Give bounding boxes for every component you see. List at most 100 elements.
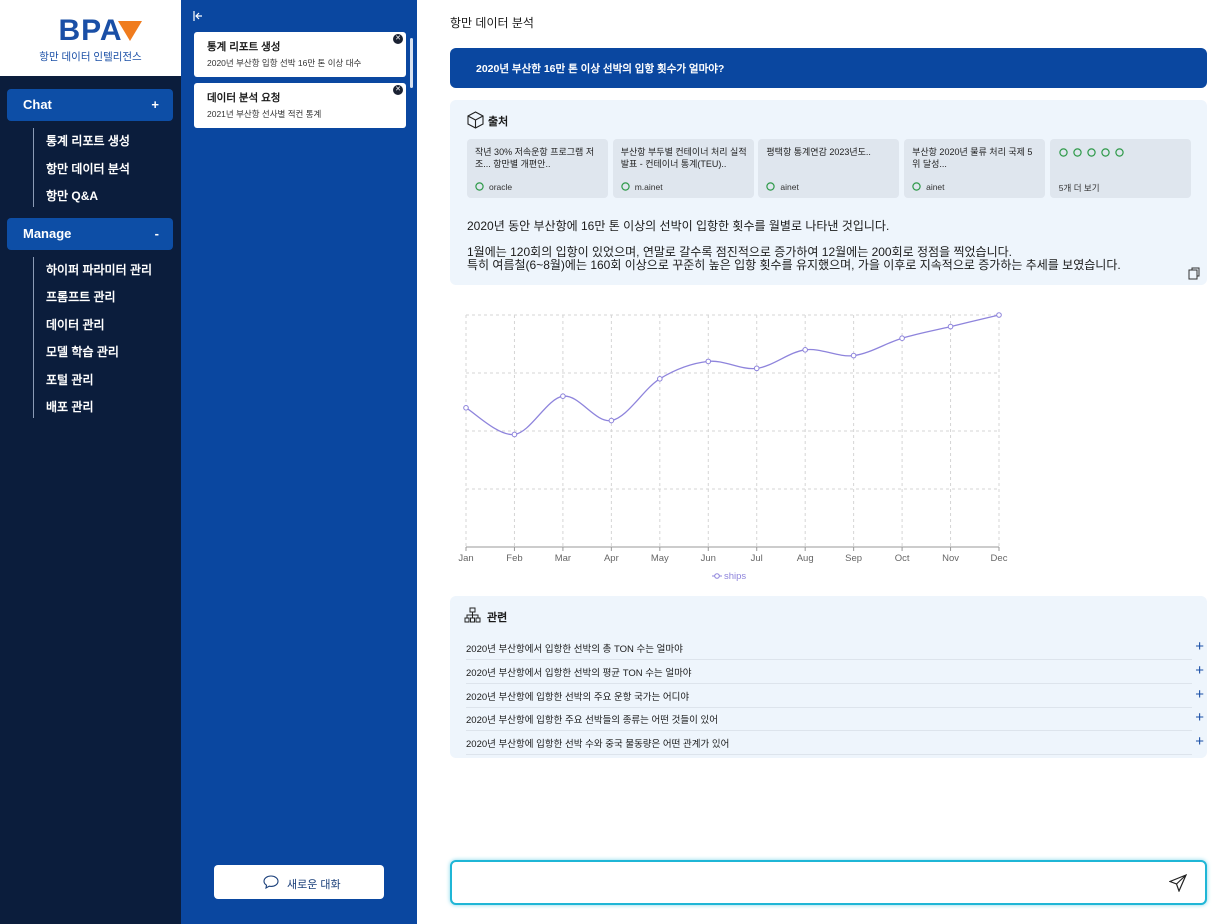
legend-label: ships [724, 571, 746, 582]
data-point [560, 393, 566, 399]
related-item[interactable]: 2020년 부산항에서 입항한 선박의 평균 TON 수는 얼마야 + [466, 660, 1204, 684]
data-point [899, 335, 905, 342]
history-close[interactable]: ✕ [393, 85, 403, 95]
source-card[interactable]: 평택항 통계연감 2023년도.. ainet [758, 139, 900, 198]
nav-item[interactable]: 모델 학습 관리 [46, 345, 119, 359]
x-tick-label: Sep [845, 553, 862, 564]
source-site-icon [620, 182, 630, 193]
related-plus[interactable]: + [1195, 685, 1204, 703]
new-chat-button[interactable]: 새로운 대화 [214, 865, 384, 899]
related-plus[interactable]: + [1195, 733, 1204, 751]
x-tick-label: Jul [751, 553, 763, 564]
data-point [463, 405, 469, 411]
nav-item[interactable]: 항만 Q&A [46, 189, 99, 203]
sources-title: 출처 [488, 116, 509, 128]
scrollbar [410, 38, 413, 88]
new-chat-label: 새로운 대화 [287, 879, 341, 891]
x-tick-label: Jun [701, 553, 716, 564]
source-site-icon [475, 182, 484, 193]
more-sources[interactable]: 5개 더 보기 [1049, 139, 1191, 198]
x-tick-label: Nov [942, 553, 959, 564]
data-point [511, 431, 518, 438]
source-site: oracle [489, 182, 513, 192]
series-line [465, 314, 1000, 436]
data-point [947, 323, 954, 330]
data-point [705, 358, 712, 365]
x-tick-label: Dec [991, 553, 1008, 564]
site-icon [912, 182, 921, 191]
related-item[interactable]: 2020년 부산항에 입항한 선박의 주요 운항 국가는 어디야 + [466, 684, 1204, 708]
answer-card: 출처 2020년 동안 부산항에 16만 톤 이상의 선박이 입항한 횟수를 월… [450, 100, 1207, 285]
x-tick-label: Mar [555, 553, 571, 564]
collapse-icon[interactable] [192, 10, 204, 22]
nav-item[interactable]: 하이퍼 파라미터 관리 [46, 262, 153, 277]
nav-item[interactable]: 데이터 관리 [46, 317, 105, 332]
related-text: 2020년 부산항에서 입항한 선박의 평균 TON 수는 얼마야 [466, 667, 692, 679]
history-card[interactable]: 데이터 분석 요청 2021년 부산항 선사별 적컨 통계 ✕ [194, 83, 406, 128]
nav-item[interactable]: 항만 데이터 분석 [46, 161, 130, 176]
nav-section-label: Chat [23, 97, 52, 112]
history-panel [181, 0, 417, 924]
source-title: 부산항 2020년 물류 처리 국제 5위 달성... [912, 147, 1033, 169]
x-tick-label: Jan [458, 553, 473, 564]
related-item[interactable]: 2020년 부산항에서 입항한 선박의 총 TON 수는 얼마야 + [466, 636, 1204, 660]
nav-section-toggle: - [154, 225, 159, 241]
related-card: 관련 2020년 부산항에서 입항한 선박의 총 TON 수는 얼마야 +2020… [450, 596, 1207, 758]
nav-item[interactable]: 통계 리포트 생성 [46, 134, 130, 148]
cube-icon [467, 111, 484, 129]
site-icon [620, 182, 630, 191]
source-title: 부산항 부두별 컨테이너 처리 실적 발표 - 컨테이너 통계(TEU).. [620, 147, 747, 169]
data-point [753, 365, 760, 372]
history-subtitle: 2021년 부산항 선사별 적컨 통계 [207, 109, 322, 119]
source-card[interactable]: 부산항 부두별 컨테이너 처리 실적 발표 - 컨테이너 통계(TEU).. m.… [612, 139, 754, 198]
nav-guide-line [33, 128, 34, 207]
logo[interactable]: BPA 항만 데이터 인텔리전스 [0, 0, 181, 76]
x-tick-label: Aug [797, 553, 814, 564]
source-card[interactable]: 작년 30% 저속운항 프로그램 저조... 항만별 개편안.. oracle [467, 139, 608, 198]
source-site: ainet [780, 182, 799, 192]
nav-item[interactable]: 프롬프트 관리 [46, 290, 116, 304]
site-icon [1115, 148, 1124, 157]
answer-text: 특히 여름철(6~8월)에는 160회 이상으로 꾸준히 높은 입항 횟수를 유… [467, 258, 1121, 272]
related-plus[interactable]: + [1195, 709, 1204, 727]
nav-item[interactable]: 포털 관리 [46, 372, 94, 387]
copy-icon[interactable] [1188, 267, 1200, 280]
data-point [850, 352, 857, 359]
data-point [608, 417, 615, 424]
nav-section-label: Manage [23, 225, 72, 241]
x-tick-label: Feb [506, 553, 522, 564]
more-label: 5개 더 보기 [1058, 183, 1100, 193]
related-text: 2020년 부산항에 입항한 주요 선박들의 종류는 어떤 것들이 있어 [466, 715, 719, 727]
source-site: ainet [926, 182, 945, 192]
site-icon [766, 182, 776, 191]
history-title: 데이터 분석 요청 [207, 92, 281, 104]
brand-text: BPA [58, 14, 123, 47]
source-title: 평택항 통계연감 2023년도.. [766, 147, 871, 157]
line-chart: Jan Feb Mar Apr May Jun Jul Aug Sep Oct Nov Dec ship… [458, 312, 1008, 582]
send-icon[interactable] [1169, 874, 1187, 892]
site-icon [1073, 148, 1082, 157]
data-point [657, 376, 663, 382]
nav-item[interactable]: 배포 관리 [46, 400, 94, 414]
related-item[interactable]: 2020년 부산항에 입항한 주요 선박들의 종류는 어떤 것들이 있어 + [466, 707, 1204, 732]
related-text: 2020년 부산항에 입항한 선박의 주요 운항 국가는 어디야 [466, 691, 690, 703]
history-close[interactable]: ✕ [393, 34, 403, 44]
chat-input[interactable] [450, 860, 1207, 905]
related-plus[interactable]: + [1195, 638, 1204, 655]
source-site-icon [912, 182, 921, 193]
source-site: m.ainet [634, 182, 663, 192]
history-title: 통계 리포트 생성 [207, 41, 281, 53]
nav-section-toggle: + [151, 97, 159, 112]
nav-section-button[interactable]: Chat + [7, 89, 173, 121]
site-icon [1059, 148, 1068, 157]
related-plus[interactable]: + [1195, 661, 1204, 679]
answer-text: 1월에는 120회의 입항이 있었으며, 연말로 갈수록 점진적으로 증가하여 … [467, 245, 1013, 259]
related-title: 관련 [487, 612, 508, 624]
logo-mark [118, 21, 142, 41]
related-item[interactable]: 2020년 부산항에 입항한 선박 수와 중국 물동량은 어떤 관계가 있어 + [466, 731, 1204, 756]
nav-section-button[interactable]: Manage - [7, 217, 173, 250]
history-card[interactable]: 통계 리포트 생성 2020년 부산항 입항 선박 16만 톤 이상 대수 ✕ [194, 32, 406, 77]
legend-marker [714, 573, 720, 579]
source-card[interactable]: 부산항 2020년 물류 처리 국제 5위 달성... ainet [904, 139, 1046, 198]
